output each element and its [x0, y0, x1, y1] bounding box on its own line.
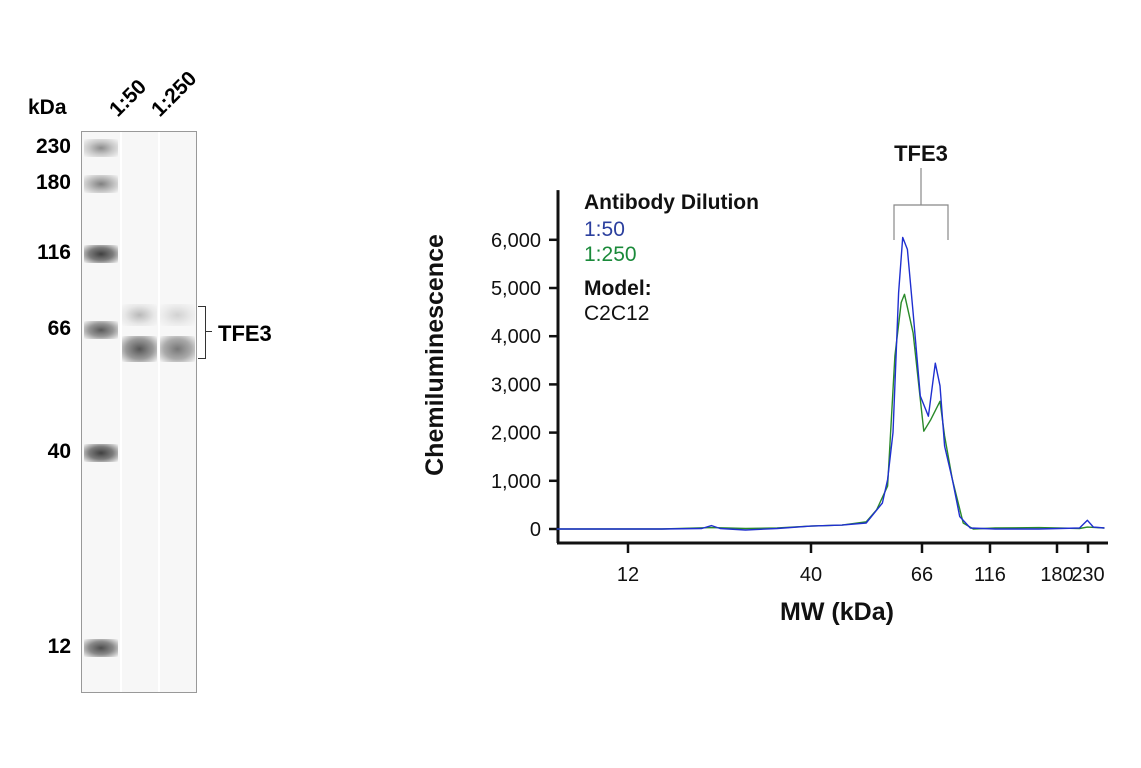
- legend-model-value: C2C12: [584, 302, 649, 325]
- blot-unit-label: kDa: [28, 96, 67, 119]
- ladder-band-12: [84, 639, 118, 657]
- marker-label-12: 12: [47, 635, 71, 658]
- marker-label-116: 116: [37, 241, 71, 264]
- y-tick-label: 2,000: [491, 423, 541, 445]
- ladder-band-230: [84, 139, 118, 157]
- band-1-50-upper: [122, 304, 157, 326]
- x-tick-label: 12: [617, 564, 639, 586]
- y-tick-label: 3,000: [491, 374, 541, 396]
- ladder-band-180: [84, 175, 118, 193]
- target-bracket-tick: [206, 331, 212, 332]
- x-tick-label: 116: [974, 564, 1006, 586]
- legend-series-1-50: 1:50: [584, 218, 625, 241]
- legend-title: Antibody Dilution: [584, 191, 759, 214]
- x-axis-label: MW (kDa): [780, 598, 894, 626]
- blot-image: [81, 131, 197, 693]
- y-tick-label: 4,000: [491, 326, 541, 348]
- band-1-50-main: [122, 336, 157, 362]
- series-line-1-50: [556, 236, 1105, 531]
- legend-series-1-250: 1:250: [584, 243, 637, 266]
- x-tick-label: 180: [1040, 564, 1073, 586]
- ladder-band-40: [84, 444, 118, 462]
- marker-label-66: 66: [47, 317, 71, 340]
- series-line-1-250: [556, 293, 1105, 530]
- annotation-label: TFE3: [894, 141, 948, 166]
- target-bracket: [198, 306, 206, 359]
- y-tick-label: 6,000: [491, 230, 541, 252]
- blot-target-label: TFE3: [218, 321, 272, 346]
- x-tick-label: 40: [800, 564, 822, 586]
- legend-model-label: Model:: [584, 277, 652, 300]
- ladder-band-116: [84, 245, 118, 263]
- band-1-250-main: [160, 336, 195, 362]
- y-tick-label: 5,000: [491, 278, 541, 300]
- x-tick-label: 66: [911, 564, 933, 586]
- annotation-bracket: [893, 168, 949, 240]
- x-tick-label: 230: [1071, 564, 1104, 586]
- y-tick-label: 0: [530, 519, 541, 541]
- ladder-band-66: [84, 321, 118, 339]
- y-axis-label: Chemiluminescence: [421, 234, 449, 476]
- band-1-250-upper: [160, 304, 195, 326]
- marker-label-230: 230: [35, 135, 71, 158]
- marker-label-40: 40: [47, 440, 71, 463]
- y-tick-label: 1,000: [491, 471, 541, 493]
- marker-label-180: 180: [35, 171, 71, 194]
